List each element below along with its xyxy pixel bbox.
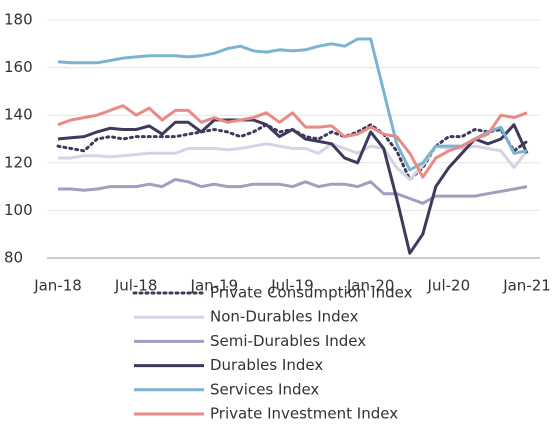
y-tick-label: 100: [4, 201, 33, 219]
legend-label: Non-Durables Index: [210, 308, 359, 326]
x-tick-label: Jan-19: [190, 277, 239, 295]
y-tick-label: 160: [4, 58, 33, 76]
legend-label: Private Consumption Index: [210, 284, 413, 302]
x-tick-label: Jul-18: [114, 277, 158, 295]
x-tick-label: Jan-20: [346, 277, 395, 295]
legend-label: Durables Index: [210, 356, 323, 374]
y-tick-label: 120: [4, 153, 33, 171]
legend-label: Services Index: [210, 380, 319, 398]
x-tick-label: Jul-19: [270, 277, 314, 295]
series-line: [58, 178, 528, 205]
series-line: [57, 37, 528, 172]
y-tick-label: 180: [4, 11, 33, 29]
x-tick-label: Jan-21: [502, 277, 551, 295]
y-tick-label: 80: [4, 249, 23, 267]
series-line: [57, 104, 528, 179]
legend-label: Private Investment Index: [210, 405, 398, 423]
legend-label: Semi-Durables Index: [210, 332, 366, 350]
y-tick-label: 140: [4, 106, 33, 124]
series-line: [57, 118, 529, 255]
series-line: [58, 142, 529, 181]
x-tick-label: Jan-18: [33, 277, 82, 295]
series-line: [56, 123, 529, 181]
x-tick-label: Jul-20: [427, 277, 471, 295]
